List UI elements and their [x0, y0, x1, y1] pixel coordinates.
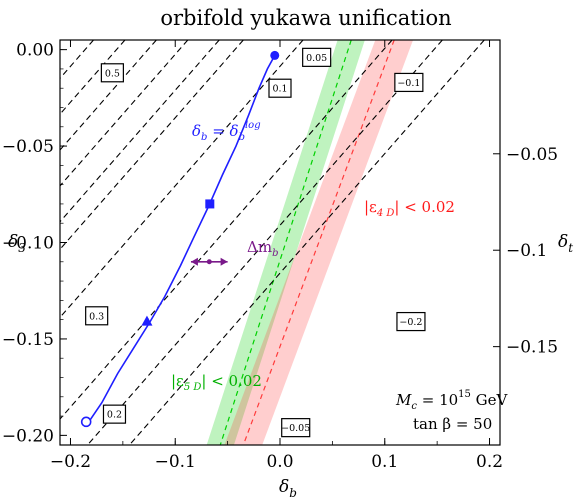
contour-label-text-0: 0.5 — [105, 68, 120, 79]
marker-circle — [270, 50, 280, 60]
marker-triangle — [141, 315, 153, 326]
band-center-0 — [219, 40, 352, 445]
delta-m-arrow — [190, 257, 228, 266]
delta-m-arrow-dot — [206, 259, 212, 265]
contour-label-0: 0.5 — [100, 63, 124, 83]
chart-title: orbifold yukawa unification — [160, 6, 451, 30]
y-right-tick-label-0: −0.05 — [506, 145, 558, 165]
contour-label-text-2: 0.2 — [107, 410, 122, 421]
y-tick-label-3: −0.15 — [2, 330, 54, 350]
y-ticks-right: −0.05 −0.1 −0.15 — [493, 145, 558, 358]
x-tick-label-0: −0.2 — [50, 452, 91, 472]
contour-label-box-8 — [394, 72, 424, 93]
contour-label-5: 0.1 — [268, 78, 292, 98]
contour-label-box-6 — [302, 47, 332, 67]
contour-label-9: −0.2 — [396, 311, 426, 332]
x-ticks: −0.2 −0.1 0.0 0.1 0.2 — [50, 40, 503, 472]
x-tick-label-2: 0.0 — [266, 452, 293, 472]
contour-label-text-5: 0.1 — [272, 84, 287, 95]
band-0 — [206, 40, 365, 445]
contour-label-text-9: −0.2 — [399, 317, 422, 328]
marker-open-circle — [80, 416, 92, 428]
contour-label-6: 0.05 — [302, 47, 332, 67]
marker-square — [205, 199, 215, 209]
y-right-tick-label-2: −0.15 — [506, 338, 558, 358]
contour-label-8: −0.1 — [394, 72, 424, 93]
bands-layer — [206, 40, 414, 445]
contour-label-box-2 — [102, 404, 127, 424]
delta-m-arrow-head-right — [220, 257, 228, 266]
x-tick-label-4: 0.2 — [476, 452, 503, 472]
y-right-tick-label-1: −0.1 — [506, 241, 547, 261]
y-tick-label-2: −0.10 — [2, 234, 54, 254]
mc-label: Mc = 1015 GeV — [395, 389, 509, 412]
eps4d-label: |ε4 D| < 0.02 — [364, 198, 455, 219]
contour-label-box-7 — [281, 418, 311, 438]
contour-label-text-8: −0.1 — [397, 78, 420, 89]
contour-label-box-4 — [85, 306, 109, 326]
contour-label-box-0 — [100, 63, 124, 83]
contour-label-text-6: 0.05 — [306, 53, 327, 64]
contour-labels-layer: 0.5 0.2 0.3 0.1 0.05 −0.05 −0.1 −0.2 — [85, 47, 426, 438]
y-ticks-left: 0.00 −0.05 −0.10 −0.15 −0.20 — [2, 41, 67, 446]
y-tick-label-1: −0.05 — [2, 137, 54, 157]
y-axis-right-label: δt — [558, 232, 573, 255]
blue-curve-label: δb = δblog — [192, 120, 261, 143]
x-axis-label: δb — [279, 477, 297, 500]
blue-curve-layer — [80, 50, 280, 428]
contour-label-text-4: 0.3 — [89, 311, 104, 322]
y-tick-label-4: −0.20 — [2, 426, 54, 446]
delta-m-arrow-head-left — [190, 257, 198, 266]
contour-label-2: 0.2 — [102, 404, 127, 424]
eps5d-label: |ε5 D| < 0.02 — [171, 372, 262, 393]
contour-label-4: 0.3 — [85, 306, 109, 326]
contour-label-text-7: −0.05 — [281, 423, 310, 434]
delta-m-label: Δmb — [247, 238, 278, 259]
y-tick-label-0: 0.00 — [16, 41, 54, 61]
x-tick-label-1: −0.1 — [155, 452, 196, 472]
contour-label-box-9 — [396, 311, 426, 332]
contour-label-box-5 — [268, 78, 292, 98]
blue-curve — [85, 52, 279, 427]
y-axis-left-label: δ3 — [8, 232, 26, 255]
contour-label-7: −0.05 — [281, 418, 311, 438]
tanb-label: tan β = 50 — [413, 415, 492, 433]
band-center-1 — [242, 40, 395, 445]
x-tick-label-3: 0.1 — [371, 452, 398, 472]
